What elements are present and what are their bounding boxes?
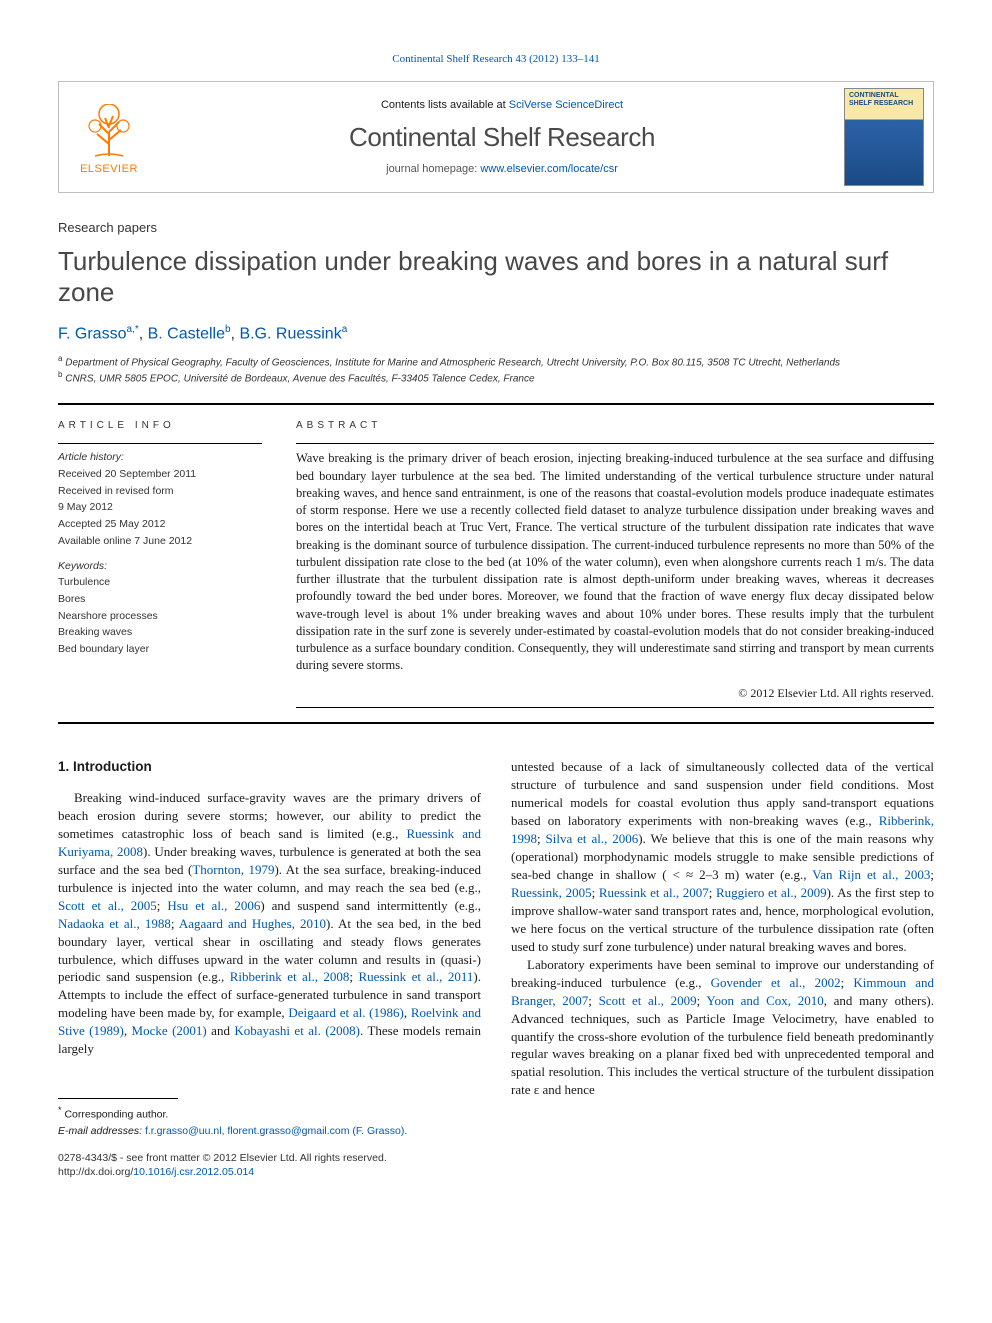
history-line: 9 May 2012	[58, 500, 262, 515]
intro-heading: 1. Introduction	[58, 758, 481, 777]
elsevier-logo[interactable]: ELSEVIER	[63, 94, 155, 186]
citation-link[interactable]: Ribberink et al., 2008	[230, 969, 350, 984]
top-journal: Continental Shelf Research	[392, 53, 512, 65]
cover-thumb-area: CONTINENTAL SHELF RESEARCH	[835, 82, 933, 192]
citation-link[interactable]: Nadaoka et al., 1988	[58, 916, 171, 931]
keyword: Breaking waves	[58, 625, 262, 640]
citation-link[interactable]: Scott et al., 2005	[58, 898, 157, 913]
author-1[interactable]: F. Grasso	[58, 325, 126, 342]
history-line: Received 20 September 2011	[58, 467, 262, 482]
abstract-text: Wave breaking is the primary driver of b…	[296, 450, 934, 674]
intro-paragraph: untested because of a lack of simultaneo…	[511, 758, 934, 955]
divider	[296, 443, 934, 444]
citation-link[interactable]: Deigaard et al. (1986)	[288, 1005, 404, 1020]
affiliation-b: CNRS, UMR 5805 EPOC, Université de Borde…	[65, 373, 534, 384]
keyword: Turbulence	[58, 575, 262, 590]
doi-prefix: http://dx.doi.org/	[58, 1166, 133, 1178]
doi-link[interactable]: 10.1016/j.csr.2012.05.014	[133, 1166, 254, 1178]
keyword: Bores	[58, 592, 262, 607]
email-note: E-mail addresses: f.r.grasso@uu.nl, flor…	[58, 1124, 481, 1139]
keyword: Nearshore processes	[58, 609, 262, 624]
author-3[interactable]: B.G. Ruessink	[239, 325, 341, 342]
history-line: Available online 7 June 2012	[58, 534, 262, 549]
sciencedirect-link[interactable]: SciVerse ScienceDirect	[509, 99, 623, 111]
homepage-prefix: journal homepage:	[386, 163, 480, 175]
citation-link[interactable]: Ruessink et al., 2011	[359, 969, 474, 984]
article-title: Turbulence dissipation under breaking wa…	[58, 246, 934, 309]
contents-prefix: Contents lists available at	[381, 99, 509, 111]
citation-link[interactable]: Thornton, 1979	[192, 862, 274, 877]
doi-block: 0278-4343/$ - see front matter © 2012 El…	[58, 1151, 481, 1179]
cover-title: CONTINENTAL SHELF RESEARCH	[849, 92, 923, 107]
top-cite: 43 (2012) 133–141	[515, 53, 599, 65]
front-matter-line: 0278-4343/$ - see front matter © 2012 El…	[58, 1151, 481, 1165]
intro-paragraph: Laboratory experiments have been seminal…	[511, 956, 934, 1100]
keywords-head: Keywords:	[58, 559, 262, 574]
elsevier-tree-icon	[79, 104, 139, 160]
history-line: Received in revised form	[58, 484, 262, 499]
journal-name: Continental Shelf Research	[349, 119, 655, 155]
email-link[interactable]: f.r.grasso@uu.nl, florent.grasso@gmail.c…	[145, 1125, 407, 1137]
divider	[58, 1098, 178, 1099]
citation-link[interactable]: Hsu et al., 2006	[167, 898, 260, 913]
citation-link[interactable]: Govender et al., 2002	[711, 975, 841, 990]
journal-cover-thumbnail[interactable]: CONTINENTAL SHELF RESEARCH	[844, 88, 924, 186]
citation-link[interactable]: Mocke (2001)	[132, 1023, 207, 1038]
abstract-head: abstract	[296, 419, 934, 433]
citation-link[interactable]: Scott et al., 2009	[599, 993, 697, 1008]
homepage-line: journal homepage: www.elsevier.com/locat…	[386, 162, 618, 177]
column-right: untested because of a lack of simultaneo…	[511, 758, 934, 1179]
homepage-link[interactable]: www.elsevier.com/locate/csr	[480, 163, 618, 175]
history-line: Accepted 25 May 2012	[58, 517, 262, 532]
footnotes: * * Corresponding author.Corresponding a…	[58, 1098, 481, 1179]
affiliations: a Department of Physical Geography, Facu…	[58, 354, 934, 386]
contents-line: Contents lists available at SciVerse Sci…	[381, 98, 623, 113]
corr-author-note: * * Corresponding author.Corresponding a…	[58, 1104, 481, 1122]
history-head: Article history:	[58, 450, 262, 465]
citation-link[interactable]: Ruessink and Kuriyama, 2008	[58, 826, 481, 859]
divider	[58, 722, 934, 724]
divider	[58, 443, 262, 444]
top-citation-link[interactable]: Continental Shelf Research 43 (2012) 133…	[58, 52, 934, 67]
abstract-block: abstract Wave breaking is the primary dr…	[296, 419, 934, 708]
citation-link[interactable]: Yoon and Cox, 2010	[706, 993, 823, 1008]
citation-link[interactable]: Van Rijn et al., 2003	[812, 867, 930, 882]
divider	[296, 707, 934, 708]
section-label: Research papers	[58, 219, 934, 237]
elsevier-wordmark: ELSEVIER	[80, 162, 138, 177]
article-info-head: article info	[58, 419, 262, 433]
citation-link[interactable]: Silva et al., 2006	[546, 831, 639, 846]
citation-link[interactable]: Aagaard and Hughes, 2010	[179, 916, 326, 931]
publisher-logo-area: ELSEVIER	[59, 82, 169, 192]
corr-mark[interactable]: *	[135, 324, 139, 335]
header-center: Contents lists available at SciVerse Sci…	[169, 82, 835, 192]
author-list: F. Grassoa,*, B. Castelleb, B.G. Ruessin…	[58, 323, 934, 346]
article-info-block: article info Article history: Received 2…	[58, 419, 262, 708]
citation-link[interactable]: Ruggiero et al., 2009	[716, 885, 827, 900]
keyword: Bed boundary layer	[58, 642, 262, 657]
body-columns: 1. Introduction Breaking wind-induced su…	[58, 758, 934, 1179]
citation-link[interactable]: Ruessink et al., 2007	[599, 885, 709, 900]
journal-header: ELSEVIER Contents lists available at Sci…	[58, 81, 934, 193]
citation-link[interactable]: Ruessink, 2005	[511, 885, 592, 900]
abstract-copyright: © 2012 Elsevier Ltd. All rights reserved…	[296, 685, 934, 702]
citation-link[interactable]: Kobayashi et al. (2008)	[234, 1023, 360, 1038]
author-2[interactable]: B. Castelle	[148, 325, 225, 342]
divider	[58, 403, 934, 405]
affiliation-a: Department of Physical Geography, Facult…	[65, 357, 840, 368]
column-left: 1. Introduction Breaking wind-induced su…	[58, 758, 481, 1179]
intro-paragraph: Breaking wind-induced surface-gravity wa…	[58, 789, 481, 1058]
